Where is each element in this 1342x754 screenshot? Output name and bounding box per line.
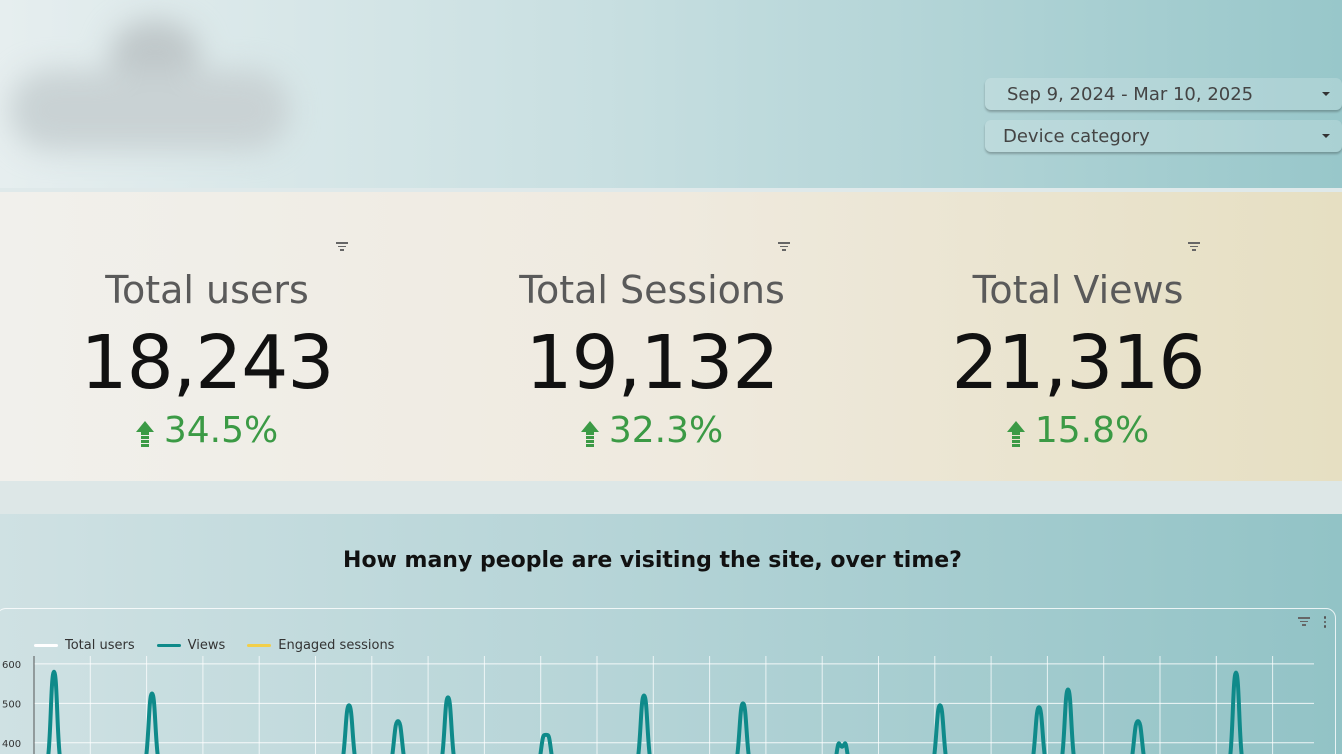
caret-down-icon xyxy=(1322,134,1330,138)
y-tick-label: 500 xyxy=(2,699,21,710)
views-spike[interactable] xyxy=(1031,705,1047,754)
section-divider xyxy=(0,481,1342,514)
arrow-up-icon xyxy=(1006,420,1025,447)
scorecard-total-users: Total users 18,243 34.5% xyxy=(57,192,357,481)
views-spike[interactable] xyxy=(834,741,850,754)
scorecard-title: Total users xyxy=(105,268,309,312)
scorecard-total-views: Total Views 21,316 15.8% xyxy=(928,192,1228,481)
visits-over-time-section: How many people are visiting the site, o… xyxy=(0,514,1342,754)
chart-title: How many people are visiting the site, o… xyxy=(343,548,962,573)
filter-icon[interactable] xyxy=(1297,617,1310,626)
chart-toolbar xyxy=(1297,616,1326,628)
scorecard-value: 19,132 xyxy=(525,320,780,406)
blurred-logo xyxy=(10,20,300,160)
legend-item-total-users[interactable]: Total users xyxy=(34,638,135,653)
views-spike[interactable] xyxy=(1130,719,1146,754)
scorecard-total-sessions: Total Sessions 19,132 32.3% xyxy=(502,192,802,481)
legend-swatch xyxy=(34,644,58,647)
views-spike[interactable] xyxy=(46,669,62,754)
scorecard-value: 21,316 xyxy=(951,320,1206,406)
legend-swatch xyxy=(156,644,181,647)
filter-icon[interactable] xyxy=(336,242,348,251)
legend-swatch xyxy=(247,644,272,647)
report-header: Sep 9, 2024 - Mar 10, 2025 Device catego… xyxy=(0,0,1342,188)
views-spike[interactable] xyxy=(538,732,554,754)
caret-down-icon xyxy=(1322,92,1330,96)
scorecard-value: 18,243 xyxy=(80,320,335,406)
y-tick-label: 400 xyxy=(2,739,21,750)
views-spike[interactable] xyxy=(341,703,357,754)
arrow-up-icon xyxy=(580,420,599,447)
date-range-label: Sep 9, 2024 - Mar 10, 2025 xyxy=(1007,83,1254,105)
scorecard-title: Total Views xyxy=(972,268,1184,312)
chart-legend: Total users Views Engaged sessions xyxy=(34,638,394,653)
views-spike[interactable] xyxy=(390,719,406,754)
more-vert-icon[interactable] xyxy=(1323,616,1326,628)
chart-card xyxy=(0,608,1336,754)
views-spike[interactable] xyxy=(1060,687,1076,754)
legend-item-engaged-sessions[interactable]: Engaged sessions xyxy=(247,638,394,653)
views-spike[interactable] xyxy=(440,695,456,754)
views-spike[interactable] xyxy=(636,693,652,754)
scorecard-delta: 15.8% xyxy=(928,410,1228,451)
delta-value: 34.5% xyxy=(163,410,279,451)
views-spike[interactable] xyxy=(735,701,751,754)
legend-label: Engaged sessions xyxy=(278,638,395,653)
legend-item-views[interactable]: Views xyxy=(156,638,226,653)
device-category-filter[interactable]: Device category xyxy=(985,120,1342,152)
date-range-picker[interactable]: Sep 9, 2024 - Mar 10, 2025 xyxy=(985,78,1342,110)
delta-value: 15.8% xyxy=(1034,410,1150,451)
filter-icon[interactable] xyxy=(1188,242,1200,251)
delta-value: 32.3% xyxy=(608,410,724,451)
views-spike[interactable] xyxy=(144,691,160,754)
kpi-scorecards: Total users 18,243 34.5% Total Sessions … xyxy=(0,192,1342,481)
views-spike[interactable] xyxy=(1228,670,1244,754)
y-tick-label: 600 xyxy=(2,660,21,671)
filter-icon[interactable] xyxy=(778,242,790,251)
legend-label: Views xyxy=(187,638,226,653)
arrow-up-icon xyxy=(135,420,154,447)
views-line-chart: 600 500 400 xyxy=(2,656,1314,754)
device-category-label: Device category xyxy=(1003,125,1150,147)
scorecard-title: Total Sessions xyxy=(519,268,785,312)
views-spike[interactable] xyxy=(932,703,948,754)
legend-label: Total users xyxy=(65,638,135,653)
scorecard-delta: 34.5% xyxy=(57,410,357,451)
scorecard-delta: 32.3% xyxy=(502,410,802,451)
